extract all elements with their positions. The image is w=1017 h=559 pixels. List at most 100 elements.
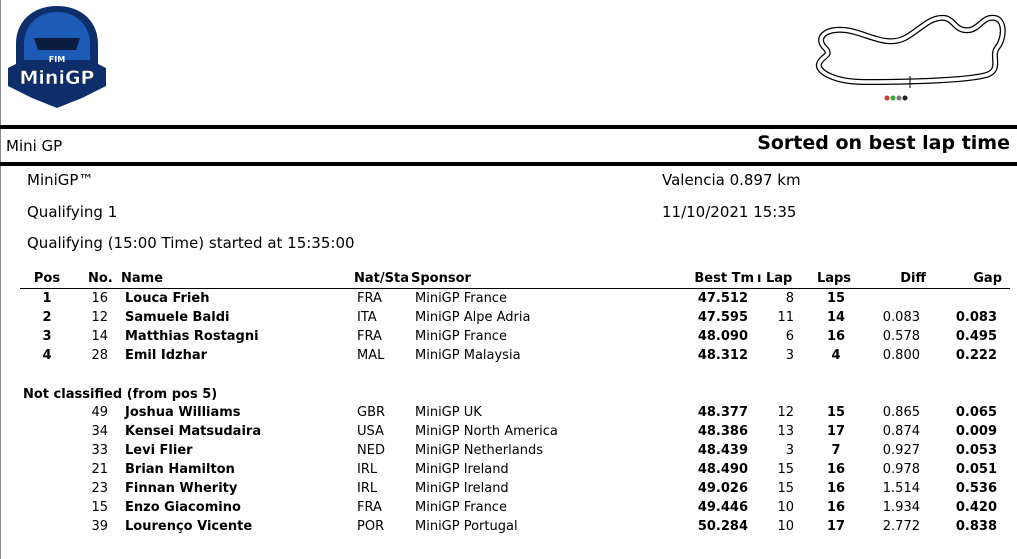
column-header: Name [121, 271, 164, 286]
title-left: Mini GP [6, 137, 63, 155]
cell-name: Levi Flier [125, 443, 193, 458]
cell-sponsor: MiniGP Malaysia [415, 348, 521, 363]
cell-lap: 3 [785, 443, 794, 458]
column-header: Pos [33, 271, 61, 286]
cell-best: 48.386 [697, 424, 748, 439]
cell-lap: 8 [785, 291, 794, 306]
cell-lap: 6 [785, 329, 794, 344]
cell-no: 23 [91, 481, 108, 496]
cell-diff: 0.865 [882, 405, 920, 420]
cell-laps: 17 [826, 424, 846, 439]
cell-laps: 16 [826, 500, 846, 515]
logo-text: MiniGP [20, 67, 95, 89]
cell-gap: 0.051 [955, 462, 997, 477]
cell-laps: 16 [826, 462, 846, 477]
cell-nat: GBR [357, 405, 386, 420]
section-label: Not classified (from pos 5) [23, 387, 218, 402]
column-header: Nat/Sta [354, 271, 409, 286]
cell-name: Kensei Matsudaira [125, 424, 262, 439]
cell-sponsor: MiniGP North America [415, 424, 558, 439]
cell-lap: 13 [777, 424, 794, 439]
info-track: Valencia 0.897 km [662, 171, 801, 189]
cell-laps: 15 [826, 291, 846, 306]
cell-name: Lourenço Vicente [125, 519, 253, 534]
cell-diff: 0.083 [882, 310, 920, 325]
header-rule [20, 288, 1010, 289]
logo: FIM MiniGP [8, 6, 106, 108]
cell-gap: 0.009 [955, 424, 997, 439]
cell-lap: 15 [777, 462, 794, 477]
cell-no: 28 [91, 348, 108, 363]
cell-sponsor: MiniGP France [415, 291, 507, 306]
cell-gap: 0.053 [955, 443, 997, 458]
cell-nat: USA [357, 424, 384, 439]
cell-nat: FRA [357, 500, 382, 515]
cell-best: 48.490 [697, 462, 748, 477]
cell-laps: 14 [826, 310, 846, 325]
cell-laps: 16 [826, 329, 846, 344]
cell-best: 48.377 [697, 405, 748, 420]
cell-name: Emil Idzhar [125, 348, 208, 363]
cell-best: 48.312 [697, 348, 748, 363]
cell-diff: 0.978 [882, 462, 920, 477]
cell-nat: FRA [357, 291, 382, 306]
column-header: Sponsor [411, 271, 471, 286]
cell-pos: 4 [42, 348, 52, 363]
cell-name: Enzo Giacomino [125, 500, 241, 515]
cell-lap: 10 [777, 500, 794, 515]
cell-gap: 0.536 [955, 481, 997, 496]
cell-best: 48.090 [697, 329, 748, 344]
title-right: Sorted on best lap time [757, 132, 1010, 154]
cell-sponsor: MiniGP Ireland [415, 481, 509, 496]
track-map [815, 14, 1006, 101]
cell-name: Matthias Rostagni [125, 329, 259, 344]
cell-nat: IRL [357, 462, 378, 477]
cell-laps: 17 [826, 519, 846, 534]
cell-pos: 2 [42, 310, 52, 325]
cell-gap: 0.065 [955, 405, 997, 420]
cell-pos: 3 [42, 329, 52, 344]
cell-name: Brian Hamilton [125, 462, 235, 477]
logo-fim: FIM [49, 55, 65, 64]
column-header: ı Lap [757, 271, 793, 286]
cell-laps: 4 [831, 348, 841, 363]
cell-lap: 11 [777, 310, 794, 325]
cell-best: 49.446 [697, 500, 748, 515]
cell-nat: ITA [357, 310, 377, 325]
cell-no: 33 [91, 443, 108, 458]
info-series: MiniGP™ [27, 171, 94, 189]
cell-diff: 0.874 [882, 424, 920, 439]
cell-best: 49.026 [697, 481, 748, 496]
cell-gap: 0.420 [955, 500, 997, 515]
info-start: Qualifying (15:00 Time) started at 15:35… [27, 234, 355, 252]
cell-lap: 12 [777, 405, 794, 420]
column-header: Gap [973, 271, 1002, 286]
cell-diff: 2.772 [882, 519, 920, 534]
cell-gap: 0.083 [955, 310, 997, 325]
cell-nat: FRA [357, 329, 382, 344]
rule [0, 162, 1017, 166]
cell-gap: 0.222 [955, 348, 997, 363]
cell-no: 21 [91, 462, 108, 477]
cell-name: Samuele Baldi [125, 310, 230, 325]
cell-name: Finnan Wherity [125, 481, 238, 496]
cell-diff: 0.800 [882, 348, 920, 363]
cell-nat: MAL [357, 348, 385, 363]
cell-best: 50.284 [697, 519, 748, 534]
cell-no: 15 [91, 500, 108, 515]
cell-sponsor: MiniGP Alpe Adria [415, 310, 531, 325]
cell-name: Louca Frieh [125, 291, 210, 306]
cell-nat: IRL [357, 481, 378, 496]
rule [0, 125, 1017, 129]
cell-diff: 0.927 [882, 443, 920, 458]
cell-gap: 0.838 [955, 519, 997, 534]
cell-laps: 15 [826, 405, 846, 420]
info-session: Qualifying 1 [27, 203, 118, 221]
cell-sponsor: MiniGP Netherlands [415, 443, 543, 458]
cell-best: 47.512 [697, 291, 748, 306]
column-header: Laps [816, 271, 852, 286]
cell-no: 12 [91, 310, 108, 325]
cell-sponsor: MiniGP France [415, 329, 507, 344]
column-header: Diff [900, 271, 926, 286]
